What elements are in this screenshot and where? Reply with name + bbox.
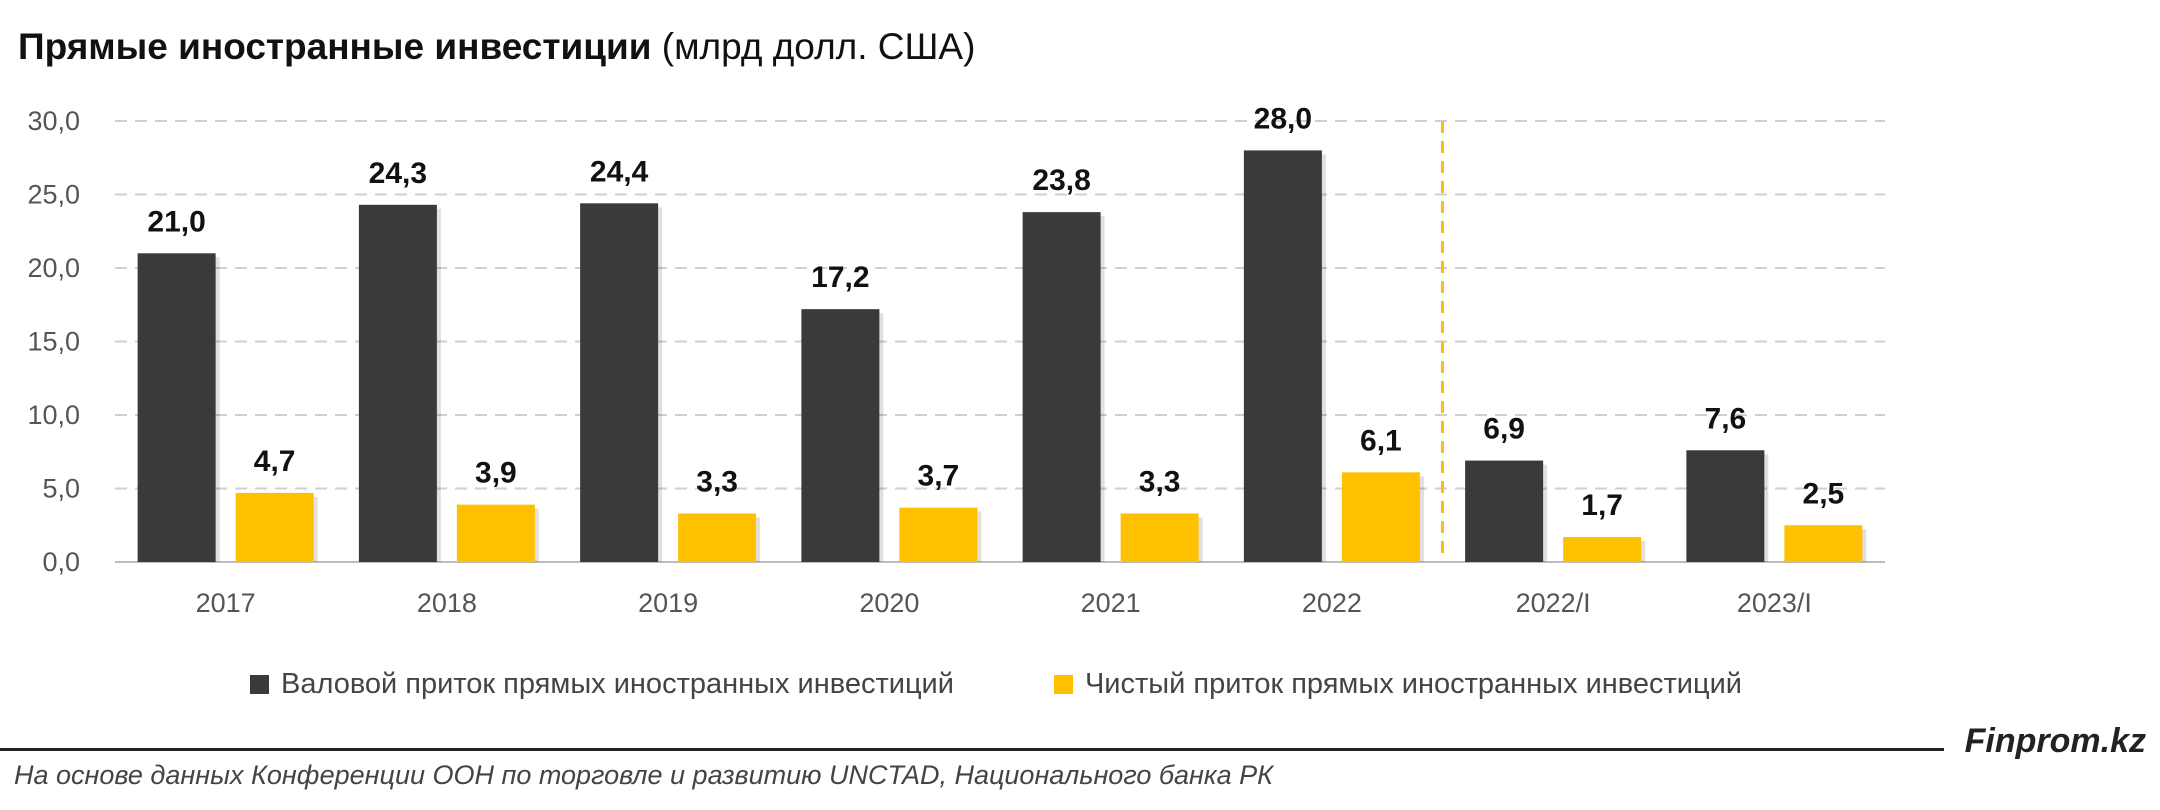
bar-chart: 0,0 5,0 10,0 15,0 20,0 25,0 30,0 21,0 4,7 2017 24,…: [27, 102, 1885, 618]
x-tick-label: 2018: [417, 588, 477, 618]
legend-label-gross: Валовой приток прямых иностранных инвест…: [281, 668, 954, 700]
bar-gross: [801, 309, 880, 562]
footer-divider: [0, 748, 1944, 751]
chart-title: Прямые иностранные инвестиции (млрд долл…: [18, 26, 975, 68]
bar-gross: [1465, 460, 1544, 562]
x-tick-label: 2017: [196, 588, 256, 618]
data-label-gross: 17,2: [811, 261, 869, 294]
data-label-net: 6,1: [1360, 424, 1402, 457]
brand-logo-text: Finprom.kz: [1964, 722, 2146, 760]
data-label-net: 3,3: [696, 465, 738, 498]
bar-gross: [1243, 150, 1322, 562]
bar-net: [1120, 513, 1199, 562]
legend-item-gross: Валовой приток прямых иностранных инвест…: [250, 668, 954, 701]
y-tick-label: 20,0: [27, 253, 80, 283]
data-label-net: 2,5: [1803, 477, 1845, 510]
bar-gross: [358, 204, 437, 563]
x-tick-label: 2020: [859, 588, 919, 618]
data-label-net: 1,7: [1581, 489, 1623, 522]
bar-net: [678, 513, 757, 562]
data-label-net: 4,7: [254, 445, 296, 478]
bar-gross: [137, 253, 216, 563]
data-label-net: 3,7: [918, 460, 960, 493]
chart-title-main: Прямые иностранные инвестиции: [18, 26, 652, 67]
legend-label-net: Чистый приток прямых иностранных инвести…: [1084, 668, 1742, 700]
chart-title-unit: (млрд долл. США): [661, 26, 976, 67]
x-tick-label: 2021: [1081, 588, 1141, 618]
bar-gross: [1686, 450, 1765, 562]
y-tick-label: 0,0: [42, 547, 80, 577]
bar-net: [1341, 472, 1420, 562]
bar-gross: [1022, 212, 1101, 562]
bar-net: [456, 504, 535, 562]
chart-legend: Валовой приток прямых иностранных инвест…: [250, 668, 1842, 701]
source-note: На основе данных Конференции ООН по торг…: [14, 760, 1274, 790]
x-tick-label: 2019: [638, 588, 698, 618]
y-tick-label: 25,0: [27, 180, 80, 210]
data-label-gross: 6,9: [1483, 413, 1525, 446]
x-tick-label: 2022/I: [1516, 588, 1591, 618]
data-label-net: 3,3: [1139, 465, 1181, 498]
legend-swatch-gross: [250, 675, 269, 694]
bar-net: [899, 507, 978, 562]
legend-swatch-net: [1053, 675, 1073, 694]
data-label-gross: 21,0: [147, 205, 205, 238]
bar-net: [1784, 525, 1863, 562]
data-label-gross: 28,0: [1254, 102, 1312, 135]
data-label-gross: 24,3: [369, 157, 427, 190]
data-label-gross: 7,6: [1705, 402, 1747, 435]
data-label-gross: 23,8: [1032, 164, 1090, 197]
bar-net: [235, 492, 314, 562]
bar-net: [1563, 537, 1642, 562]
bar-gross: [580, 203, 659, 562]
y-tick-label: 30,0: [27, 106, 80, 136]
legend-item-net: Чистый приток прямых иностранных инвести…: [1053, 668, 1742, 701]
y-tick-label: 5,0: [42, 474, 80, 504]
data-label-gross: 24,4: [590, 155, 649, 188]
x-tick-label: 2023/I: [1737, 588, 1812, 618]
x-tick-label: 2022: [1302, 588, 1362, 618]
y-tick-label: 15,0: [27, 327, 80, 357]
data-label-net: 3,9: [475, 457, 517, 490]
y-tick-label: 10,0: [27, 400, 80, 430]
